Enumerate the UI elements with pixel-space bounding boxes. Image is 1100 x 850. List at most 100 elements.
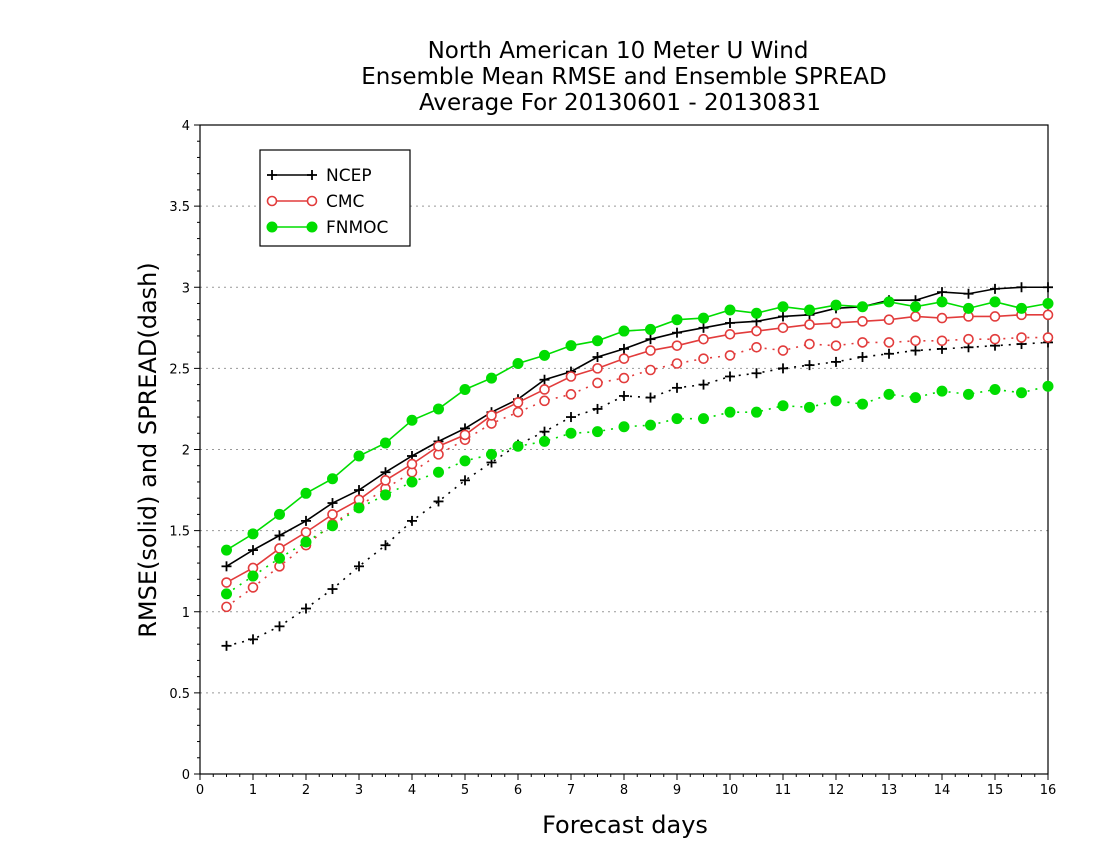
rmse-point-ncep	[592, 352, 603, 363]
rmse-point-fnmoc	[989, 296, 1001, 308]
legend-marker-right-fnmoc	[306, 221, 318, 233]
spread-point-cmc	[592, 377, 603, 389]
spread-point-ncep	[460, 475, 470, 486]
x-tick-label-16: 16	[1040, 783, 1057, 798]
rmse-point-fnmoc	[618, 325, 630, 337]
rmse-point-cmc	[936, 312, 948, 324]
rmse-point-ncep	[937, 287, 947, 298]
rmse-point-cmc	[777, 322, 789, 334]
spread-point-ncep	[221, 640, 232, 651]
legend-marker-left-ncep	[267, 170, 277, 180]
rmse-point-ncep	[327, 498, 338, 509]
rmse-point-ncep	[539, 374, 550, 385]
rmse-point-cmc	[539, 384, 550, 395]
x-tick-label-12: 12	[828, 783, 845, 798]
rmse-point-ncep	[778, 311, 788, 322]
y-tick-label-5: 2.5	[169, 362, 190, 377]
spread-point-fnmoc	[698, 413, 709, 425]
spread-point-fnmoc	[247, 570, 259, 582]
spread-point-ncep	[327, 584, 338, 595]
spread-point-cmc	[618, 372, 630, 384]
y-tick-label-8: 4	[182, 119, 190, 134]
rmse-point-fnmoc	[804, 304, 815, 316]
spread-point-fnmoc	[883, 388, 895, 400]
rmse-point-cmc	[883, 314, 895, 326]
rmse-line-cmc	[226, 314, 1048, 584]
spread-point-fnmoc	[539, 435, 550, 447]
spread-point-cmc	[751, 341, 762, 353]
legend-marker-right-ncep	[307, 170, 317, 180]
y-tick-label-1: 0.5	[169, 687, 190, 702]
rmse-point-ncep	[698, 322, 709, 333]
spread-point-fnmoc	[592, 426, 603, 438]
rmse-point-fnmoc	[247, 528, 259, 540]
rmse-point-fnmoc	[512, 358, 524, 370]
rmse-point-cmc	[592, 363, 603, 374]
spread-point-fnmoc	[300, 536, 312, 548]
rmse-point-fnmoc	[433, 403, 444, 415]
legend-label-ncep: NCEP	[326, 166, 372, 186]
spread-point-fnmoc	[433, 466, 444, 478]
rmse-point-fnmoc	[645, 323, 656, 335]
spread-point-fnmoc	[963, 388, 974, 400]
spread-point-cmc	[698, 353, 709, 364]
rmse-point-fnmoc	[486, 372, 497, 384]
rmse-point-cmc	[300, 526, 312, 538]
rmse-point-fnmoc	[698, 312, 709, 324]
rmse-point-ncep	[990, 283, 1000, 294]
spread-point-ncep	[778, 363, 788, 374]
spread-line-fnmoc	[226, 385, 1049, 595]
spread-point-cmc	[1016, 332, 1027, 343]
rmse-point-cmc	[274, 543, 285, 554]
spread-point-cmc	[830, 340, 842, 351]
y-axis-label: RMSE(solid) and SPREAD(dash)	[134, 262, 162, 638]
rmse-point-ncep	[963, 288, 974, 299]
spread-point-fnmoc	[830, 395, 842, 407]
spread-point-ncep	[884, 348, 894, 359]
rmse-point-fnmoc	[1016, 302, 1027, 314]
spread-point-cmc	[910, 335, 921, 347]
rmse-point-fnmoc	[221, 544, 232, 556]
rmse-point-fnmoc	[592, 335, 603, 347]
rmse-point-fnmoc	[910, 301, 921, 313]
rmse-point-fnmoc	[300, 487, 312, 499]
spread-point-cmc	[645, 364, 656, 376]
spread-point-fnmoc	[618, 421, 630, 433]
spread-point-fnmoc	[804, 401, 815, 413]
rmse-point-fnmoc	[857, 301, 868, 313]
spread-point-cmc	[777, 345, 789, 356]
x-tick-label-9: 9	[673, 783, 681, 798]
rmse-point-ncep	[221, 561, 232, 572]
x-axis-label: Forecast days	[542, 811, 708, 839]
rmse-point-ncep	[248, 545, 258, 556]
series-layer	[221, 282, 1054, 651]
rmse-point-cmc	[512, 397, 524, 408]
spread-point-fnmoc	[1016, 387, 1027, 399]
rmse-point-cmc	[486, 410, 497, 421]
rmse-point-ncep	[274, 530, 285, 541]
spread-point-ncep	[248, 634, 258, 645]
spread-point-ncep	[407, 515, 417, 526]
spread-point-cmc	[804, 338, 815, 350]
legend-label-fnmoc: FNMOC	[326, 218, 388, 238]
spread-point-fnmoc	[857, 398, 868, 410]
rmse-point-cmc	[565, 371, 577, 382]
rmse-point-fnmoc	[353, 450, 365, 462]
spread-point-fnmoc	[724, 406, 736, 418]
rmse-point-cmc	[221, 577, 232, 588]
rmse-point-cmc	[830, 317, 842, 329]
x-tick-label-1: 1	[249, 783, 257, 798]
x-tick-label-14: 14	[934, 783, 951, 798]
spread-point-ncep	[725, 371, 735, 382]
spread-point-cmc	[936, 335, 948, 347]
rmse-point-ncep	[645, 334, 656, 345]
rmse-point-fnmoc	[724, 304, 736, 316]
y-tick-label-6: 3	[182, 281, 190, 296]
rmse-point-cmc	[1042, 309, 1054, 321]
spread-point-ncep	[539, 426, 550, 437]
spread-point-ncep	[354, 561, 364, 572]
axes: 00.511.522.533.540 1 2 3 4 5 6 7 8 9 10 11 12 13 14 15 1…	[169, 119, 1056, 798]
spread-line-cmc	[226, 336, 1048, 608]
spread-point-ncep	[672, 382, 682, 393]
rmse-point-ncep	[1016, 282, 1027, 293]
